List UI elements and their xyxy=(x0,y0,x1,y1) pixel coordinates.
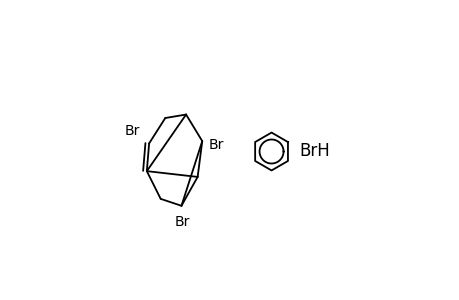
Text: Br: Br xyxy=(174,215,190,229)
Text: Br: Br xyxy=(124,124,140,138)
Text: BrH: BrH xyxy=(298,142,329,160)
Text: Br: Br xyxy=(208,138,224,152)
